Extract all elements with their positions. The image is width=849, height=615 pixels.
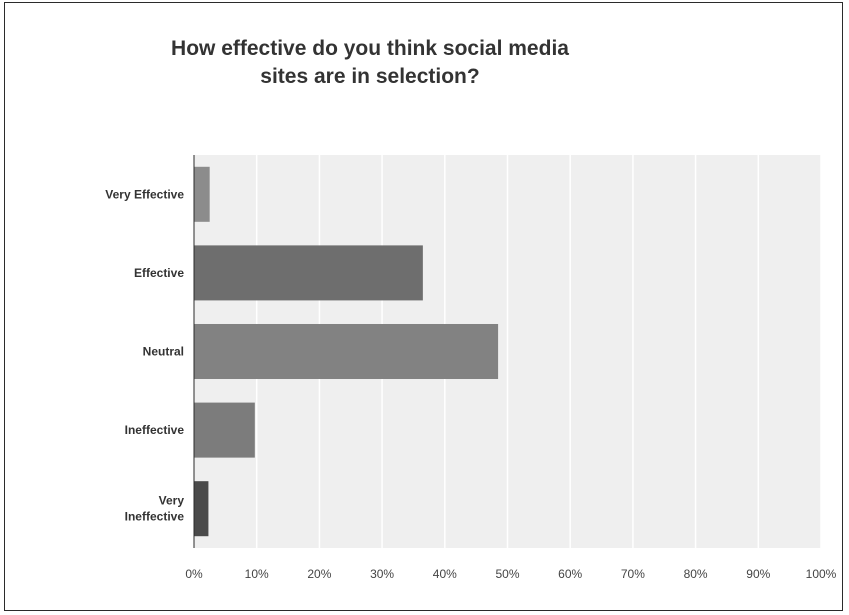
- x-tick-label: 40%: [433, 567, 457, 581]
- category-label: Very Ineffective: [125, 494, 185, 524]
- category-label-line: Very: [159, 494, 185, 508]
- category-label: Ineffective: [125, 423, 185, 437]
- x-tick-label: 80%: [684, 567, 708, 581]
- category-label-line: Ineffective: [125, 510, 185, 524]
- bar: [194, 245, 423, 301]
- bar: [194, 402, 255, 458]
- category-label-line: Neutral: [143, 345, 184, 359]
- category-label: Very Effective: [105, 187, 184, 201]
- x-tick-label: 0%: [185, 567, 203, 581]
- category-label-line: Ineffective: [125, 423, 185, 437]
- x-tick-label: 30%: [370, 567, 394, 581]
- bar: [194, 481, 209, 537]
- chart-title-line-2: sites are in selection?: [260, 65, 480, 88]
- x-tick-label: 50%: [495, 567, 519, 581]
- x-tick-label: 60%: [558, 567, 582, 581]
- category-label-line: Very Effective: [105, 187, 184, 201]
- chart-title-line-1: How effective do you think social media: [171, 37, 569, 60]
- x-tick-label: 70%: [621, 567, 645, 581]
- x-tick-label: 10%: [245, 567, 269, 581]
- x-tick-label: 100%: [806, 567, 837, 581]
- x-tick-label: 90%: [746, 567, 770, 581]
- chart-title: How effective do you think social media …: [155, 35, 585, 91]
- category-label-line: Effective: [134, 266, 184, 280]
- bar: [194, 323, 499, 380]
- bar: [194, 166, 210, 222]
- category-label: Neutral: [143, 345, 184, 359]
- category-label: Effective: [134, 266, 184, 280]
- x-tick-label: 20%: [307, 567, 331, 581]
